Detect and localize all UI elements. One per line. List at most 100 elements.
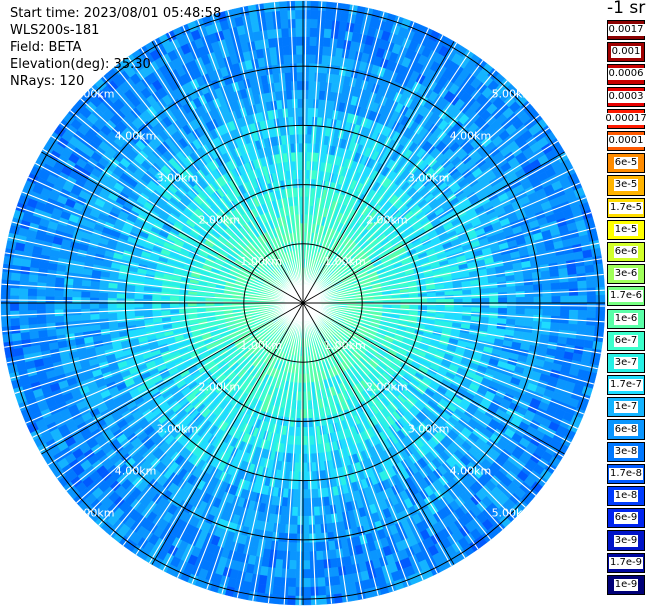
data-bin — [313, 515, 321, 525]
data-bin — [297, 489, 304, 499]
data-bin — [318, 595, 327, 605]
data-bin — [586, 287, 597, 296]
data-bin — [294, 444, 300, 455]
data-bin — [302, 471, 308, 481]
data-bin — [533, 283, 543, 292]
data-bin — [471, 302, 481, 308]
data-bin — [497, 307, 508, 314]
data-bin — [315, 45, 324, 56]
data-bin — [586, 310, 597, 319]
data-bin — [283, 541, 291, 552]
data-bin — [302, 427, 307, 437]
data-bin — [310, 586, 319, 597]
data-bin — [435, 291, 446, 297]
data-bin — [273, 576, 282, 587]
data-bin — [551, 289, 561, 297]
data-bin — [515, 302, 526, 310]
data-bin — [569, 295, 579, 304]
data-bin — [551, 296, 561, 304]
data-bin — [332, 584, 342, 595]
data-bin — [316, 27, 325, 38]
data-bin — [309, 36, 318, 46]
data-bin — [453, 298, 464, 304]
data-bin — [322, 45, 331, 56]
data-bin — [283, 533, 292, 543]
data-bin — [324, 19, 333, 30]
data-bin — [309, 54, 317, 64]
data-bin — [318, 1, 327, 11]
data-bin — [309, 542, 317, 552]
data-bin — [327, 540, 336, 551]
data-bin — [302, 524, 310, 535]
data-bin — [294, 595, 304, 606]
data-bin — [542, 309, 552, 317]
data-bin — [542, 302, 552, 310]
data-bin — [541, 321, 552, 330]
data-bin — [585, 325, 596, 334]
data-bin — [560, 295, 570, 304]
data-bin — [289, 542, 297, 552]
data-bin — [471, 307, 481, 313]
data-bin — [281, 568, 290, 579]
data-bin — [308, 63, 316, 73]
data-bin — [273, 567, 283, 578]
data-bin — [298, 471, 304, 481]
data-bin — [297, 498, 304, 508]
data-bin — [302, 409, 307, 419]
data-bin — [542, 289, 552, 297]
data-bin — [489, 302, 499, 309]
data-bin — [462, 298, 472, 304]
data-bin — [515, 285, 525, 293]
data-bin — [586, 295, 597, 304]
data-bin — [302, 542, 310, 552]
data-bin — [522, 272, 533, 281]
data-bin — [302, 62, 310, 73]
data-bin — [578, 295, 588, 304]
data-bin — [302, 453, 308, 464]
data-bin — [322, 37, 332, 48]
data-bin — [576, 324, 587, 333]
data-bin — [577, 310, 588, 319]
data-bin — [310, 577, 319, 588]
data-bin — [435, 299, 446, 304]
data-bin — [293, 471, 299, 481]
data-bin — [568, 281, 579, 290]
data-bin — [302, 54, 310, 64]
data-bin — [558, 322, 569, 332]
data-bin — [471, 288, 481, 295]
data-bin — [302, 80, 310, 91]
data-bin — [333, 2, 343, 13]
data-bin — [306, 142, 312, 153]
data-bin — [515, 308, 526, 315]
data-bin — [480, 297, 490, 304]
data-bin — [308, 71, 316, 82]
data-bin — [540, 270, 551, 279]
data-bin — [453, 290, 463, 296]
data-bin — [310, 9, 319, 20]
data-bin — [309, 27, 318, 38]
data-bin — [309, 568, 318, 579]
data-bin — [409, 299, 419, 304]
data-bin — [333, 593, 343, 604]
data-bin — [280, 577, 289, 588]
data-bin — [310, 0, 320, 11]
data-bin — [287, 577, 296, 588]
data-bin — [302, 489, 309, 499]
data-bin — [497, 286, 508, 293]
data-bin — [480, 302, 490, 309]
data-bin — [316, 559, 325, 570]
data-bin — [560, 288, 570, 297]
data-bin — [568, 316, 579, 325]
data-bin — [308, 89, 315, 100]
data-bin — [302, 36, 311, 46]
data-bin — [302, 45, 310, 55]
data-bin — [595, 318, 605, 327]
data-bin — [515, 296, 526, 304]
data-bin — [302, 116, 309, 126]
data-bin — [310, 595, 320, 606]
data-bin — [311, 462, 317, 472]
data-bin — [533, 308, 543, 316]
data-bin — [294, 453, 300, 464]
data-bin — [274, 558, 284, 569]
